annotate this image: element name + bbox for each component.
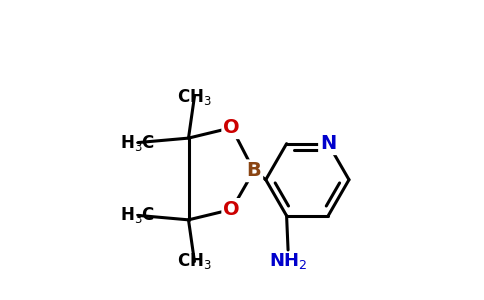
Text: NH$_2$: NH$_2$ xyxy=(269,251,307,272)
Text: O: O xyxy=(223,118,240,137)
Text: H$_3$C: H$_3$C xyxy=(121,206,155,225)
Text: CH$_3$: CH$_3$ xyxy=(177,251,212,272)
Text: CH$_3$: CH$_3$ xyxy=(177,86,212,106)
Text: H$_3$C: H$_3$C xyxy=(121,133,155,153)
Text: N: N xyxy=(320,134,336,153)
Text: B: B xyxy=(246,161,261,180)
Text: O: O xyxy=(223,200,240,219)
